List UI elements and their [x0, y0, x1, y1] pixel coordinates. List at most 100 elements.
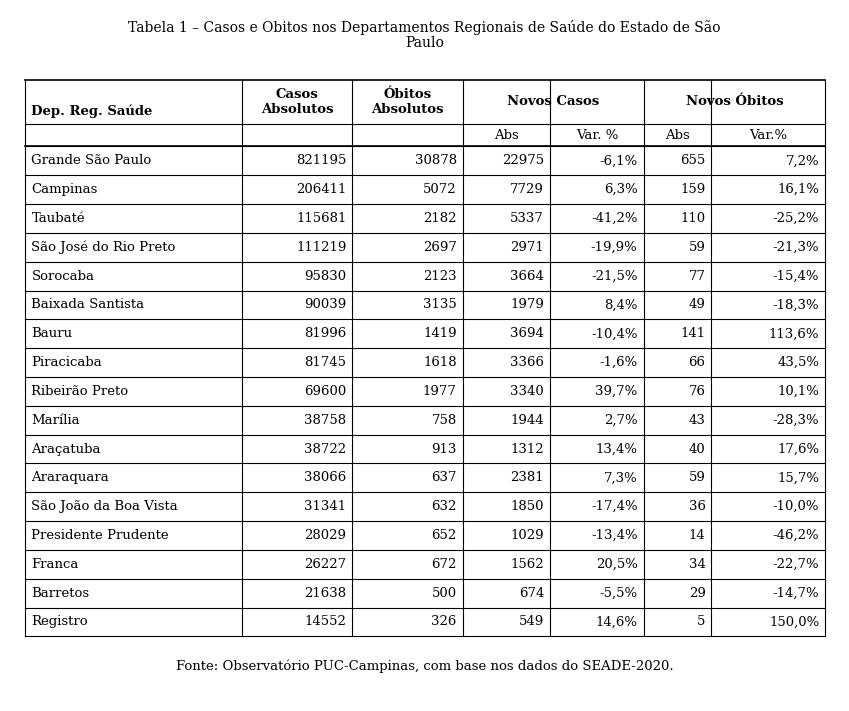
Text: Grande São Paulo: Grande São Paulo	[31, 154, 152, 167]
Text: 7,2%: 7,2%	[785, 154, 819, 167]
Text: Abs: Abs	[665, 129, 690, 141]
Text: 7729: 7729	[510, 183, 544, 196]
Text: Araraquara: Araraquara	[31, 471, 110, 484]
Text: -21,3%: -21,3%	[773, 241, 819, 254]
Text: Barretos: Barretos	[31, 587, 89, 599]
Text: 81996: 81996	[304, 327, 346, 341]
Text: 1944: 1944	[510, 414, 544, 427]
Text: Fonte: Observatório PUC-Campinas, com base nos dados do SEADE-2020.: Fonte: Observatório PUC-Campinas, com ba…	[176, 660, 673, 673]
Text: 38758: 38758	[304, 414, 346, 427]
Text: 1850: 1850	[511, 500, 544, 513]
Text: 26227: 26227	[304, 558, 346, 571]
Text: 150,0%: 150,0%	[769, 616, 819, 629]
Text: -21,5%: -21,5%	[591, 269, 638, 283]
Text: 2182: 2182	[424, 212, 457, 225]
Text: -1,6%: -1,6%	[599, 356, 638, 369]
Text: -10,0%: -10,0%	[773, 500, 819, 513]
Text: 1312: 1312	[510, 442, 544, 456]
Text: 674: 674	[519, 587, 544, 599]
Text: 81745: 81745	[305, 356, 346, 369]
Text: 2697: 2697	[423, 241, 457, 254]
Text: 821195: 821195	[296, 154, 346, 167]
Text: Taubaté: Taubaté	[31, 212, 85, 225]
Text: 1979: 1979	[510, 299, 544, 311]
Text: Araçatuba: Araçatuba	[31, 442, 101, 456]
Text: Franca: Franca	[31, 558, 79, 571]
Text: 36: 36	[689, 500, 706, 513]
Text: 1029: 1029	[510, 529, 544, 542]
Text: 39,7%: 39,7%	[595, 385, 638, 398]
Text: 14552: 14552	[305, 616, 346, 629]
Text: -22,7%: -22,7%	[773, 558, 819, 571]
Text: 111219: 111219	[296, 241, 346, 254]
Text: 3340: 3340	[510, 385, 544, 398]
Text: Paulo: Paulo	[405, 36, 444, 50]
Text: 13,4%: 13,4%	[596, 442, 638, 456]
Text: 5: 5	[697, 616, 706, 629]
Text: 141: 141	[680, 327, 706, 341]
Text: 3366: 3366	[510, 356, 544, 369]
Text: -14,7%: -14,7%	[773, 587, 819, 599]
Text: -18,3%: -18,3%	[773, 299, 819, 311]
Text: 38722: 38722	[304, 442, 346, 456]
Text: 43: 43	[689, 414, 706, 427]
Text: 77: 77	[689, 269, 706, 283]
Text: 2123: 2123	[423, 269, 457, 283]
Text: Campinas: Campinas	[31, 183, 98, 196]
Text: 95830: 95830	[304, 269, 346, 283]
Text: 10,1%: 10,1%	[778, 385, 819, 398]
Text: 30878: 30878	[414, 154, 457, 167]
Text: 69600: 69600	[304, 385, 346, 398]
Text: Abs: Abs	[494, 129, 519, 141]
Text: 34: 34	[689, 558, 706, 571]
Text: 43,5%: 43,5%	[778, 356, 819, 369]
Text: 113,6%: 113,6%	[769, 327, 819, 341]
Text: 652: 652	[431, 529, 457, 542]
Text: 22975: 22975	[502, 154, 544, 167]
Text: 28029: 28029	[305, 529, 346, 542]
Text: 632: 632	[431, 500, 457, 513]
Text: 76: 76	[689, 385, 706, 398]
Text: São José do Rio Preto: São José do Rio Preto	[31, 240, 176, 254]
Text: 5072: 5072	[423, 183, 457, 196]
Text: 49: 49	[689, 299, 706, 311]
Text: Novos Óbitos: Novos Óbitos	[686, 95, 783, 108]
Text: 7,3%: 7,3%	[604, 471, 638, 484]
Text: 17,6%: 17,6%	[777, 442, 819, 456]
Text: 758: 758	[431, 414, 457, 427]
Text: Piracicaba: Piracicaba	[31, 356, 102, 369]
Text: 500: 500	[431, 587, 457, 599]
Text: 1419: 1419	[423, 327, 457, 341]
Text: Marília: Marília	[31, 414, 80, 427]
Text: Sorocaba: Sorocaba	[31, 269, 94, 283]
Text: Novos Casos: Novos Casos	[507, 95, 599, 108]
Text: 2971: 2971	[510, 241, 544, 254]
Text: -28,3%: -28,3%	[773, 414, 819, 427]
Text: São João da Boa Vista: São João da Boa Vista	[31, 500, 178, 513]
Text: 549: 549	[519, 616, 544, 629]
Text: 14,6%: 14,6%	[596, 616, 638, 629]
Text: Tabela 1 – Casos e Obitos nos Departamentos Regionais de Saúde do Estado de São: Tabela 1 – Casos e Obitos nos Departamen…	[128, 20, 721, 35]
Text: 1618: 1618	[423, 356, 457, 369]
Text: -15,4%: -15,4%	[773, 269, 819, 283]
Text: 672: 672	[431, 558, 457, 571]
Text: 913: 913	[431, 442, 457, 456]
Text: 1562: 1562	[510, 558, 544, 571]
Text: 3664: 3664	[510, 269, 544, 283]
Text: 2,7%: 2,7%	[604, 414, 638, 427]
Text: 110: 110	[680, 212, 706, 225]
Text: -10,4%: -10,4%	[591, 327, 638, 341]
Text: 59: 59	[689, 471, 706, 484]
Text: 115681: 115681	[296, 212, 346, 225]
Text: 38066: 38066	[304, 471, 346, 484]
Text: -13,4%: -13,4%	[591, 529, 638, 542]
Text: -46,2%: -46,2%	[773, 529, 819, 542]
Text: 655: 655	[680, 154, 706, 167]
Text: -6,1%: -6,1%	[599, 154, 638, 167]
Text: 6,3%: 6,3%	[604, 183, 638, 196]
Text: Presidente Prudente: Presidente Prudente	[31, 529, 169, 542]
Text: Var. %: Var. %	[576, 129, 618, 141]
Text: -17,4%: -17,4%	[591, 500, 638, 513]
Text: Óbitos
Absolutos: Óbitos Absolutos	[371, 87, 444, 116]
Text: -19,9%: -19,9%	[591, 241, 638, 254]
